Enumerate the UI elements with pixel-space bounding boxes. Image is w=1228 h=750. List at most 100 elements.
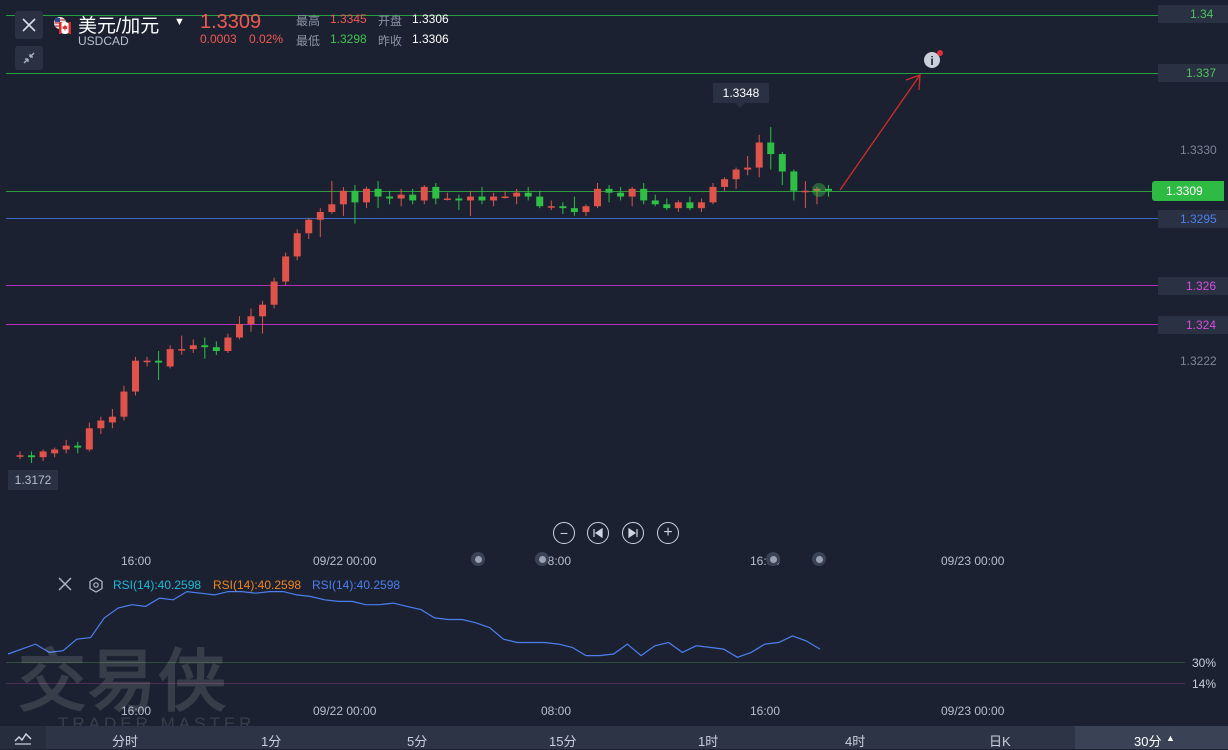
candle[interactable] [316,208,324,238]
candle[interactable] [178,335,186,355]
info-icon[interactable] [924,52,940,68]
candle[interactable] [778,152,786,185]
candle[interactable] [790,169,798,201]
candle[interactable] [547,200,555,211]
indicator-settings-button[interactable] [88,577,104,598]
candle[interactable] [686,196,694,211]
candle[interactable] [813,186,821,205]
candle[interactable] [305,217,313,240]
candle[interactable] [732,167,740,189]
candle[interactable] [143,356,151,367]
price-line-label-4[interactable]: 1.326 [1158,277,1228,295]
candle[interactable] [570,196,578,216]
zoom-in-button[interactable]: + [657,522,679,544]
candle[interactable] [744,156,752,176]
candle[interactable] [559,202,567,214]
candle[interactable] [62,439,70,454]
candle[interactable] [801,181,809,209]
chart-type-button[interactable] [0,726,46,749]
price-line-label-5[interactable]: 1.324 [1158,316,1228,334]
candle[interactable] [409,188,417,205]
rsi-line[interactable] [7,590,821,658]
candle[interactable] [420,184,428,205]
candle[interactable] [455,194,463,211]
candle[interactable] [640,183,648,205]
candle[interactable] [594,183,601,209]
tab-5min[interactable]: 5分 [407,734,428,749]
candle[interactable] [328,181,336,214]
candle[interactable] [709,183,717,205]
candle[interactable] [524,186,532,201]
tab-1min[interactable]: 1分 [261,734,282,749]
candle[interactable] [28,451,36,464]
candle[interactable] [51,447,59,458]
trend-arrow[interactable] [839,74,921,191]
candle[interactable] [363,186,370,209]
candle[interactable] [212,341,220,355]
candle[interactable] [224,333,232,353]
zoom-out-button[interactable]: − [553,522,575,544]
price-line-label-3[interactable]: 1.3295 [1158,210,1228,228]
candle[interactable] [74,441,82,454]
candle[interactable] [628,186,636,207]
candle[interactable] [490,192,498,207]
tab-minute-line[interactable]: 分时 [112,734,139,749]
candle[interactable] [374,181,382,209]
price-line-label-2[interactable]: 1.337 [1158,64,1228,82]
candle[interactable] [767,127,775,170]
candle[interactable] [825,184,832,197]
candle[interactable] [201,337,209,359]
candle[interactable] [282,252,290,286]
candle[interactable] [85,422,93,452]
candle[interactable] [293,229,301,261]
candle[interactable] [132,356,139,396]
scroll-left-button[interactable] [587,522,609,544]
candle[interactable] [651,194,659,207]
candle[interactable] [721,177,729,191]
candle[interactable] [501,190,509,199]
candle[interactable] [443,192,451,201]
candle[interactable] [16,451,24,460]
candle[interactable] [189,339,197,353]
event-marker-3[interactable] [766,552,780,566]
scroll-right-button[interactable] [622,522,644,544]
candle[interactable] [513,188,521,205]
candle[interactable] [755,134,763,178]
candle[interactable] [697,198,705,213]
candle[interactable] [674,200,682,213]
candle[interactable] [351,184,359,224]
candle[interactable] [97,416,105,435]
candle[interactable] [432,183,440,205]
candle[interactable] [247,308,255,332]
candle[interactable] [663,198,671,211]
tab-4hour[interactable]: 4时 [845,734,866,749]
candle[interactable] [108,408,116,429]
candle[interactable] [536,190,544,209]
candle[interactable] [386,190,394,205]
event-marker-1[interactable] [471,552,485,566]
symbol-dropdown-caret-icon[interactable]: ▼ [174,16,185,28]
candle[interactable] [259,300,267,334]
candle[interactable] [155,351,163,380]
tab-daily[interactable]: 日K [989,734,1011,749]
candle[interactable] [397,188,405,207]
expand-button[interactable] [15,46,43,70]
tab-15min[interactable]: 15分 [549,734,577,749]
candle[interactable] [478,186,486,205]
candle[interactable] [166,345,174,369]
close-indicator-button[interactable] [58,577,72,596]
candle[interactable] [235,316,243,340]
tab-30min[interactable]: 30分 [1134,734,1162,749]
candle[interactable] [120,385,128,421]
symbol-name[interactable]: 美元/加元 [78,16,160,37]
candle[interactable] [617,186,625,201]
candle[interactable] [339,186,347,216]
candle[interactable] [466,190,474,216]
candle[interactable] [582,204,590,216]
candle[interactable] [39,449,47,462]
price-line-label-1[interactable]: 1.34 [1158,5,1228,23]
tab-1hour[interactable]: 1时 [698,734,719,749]
close-chart-button[interactable] [15,11,43,39]
tab-30min-caret-icon[interactable]: ▲ [1166,733,1175,743]
